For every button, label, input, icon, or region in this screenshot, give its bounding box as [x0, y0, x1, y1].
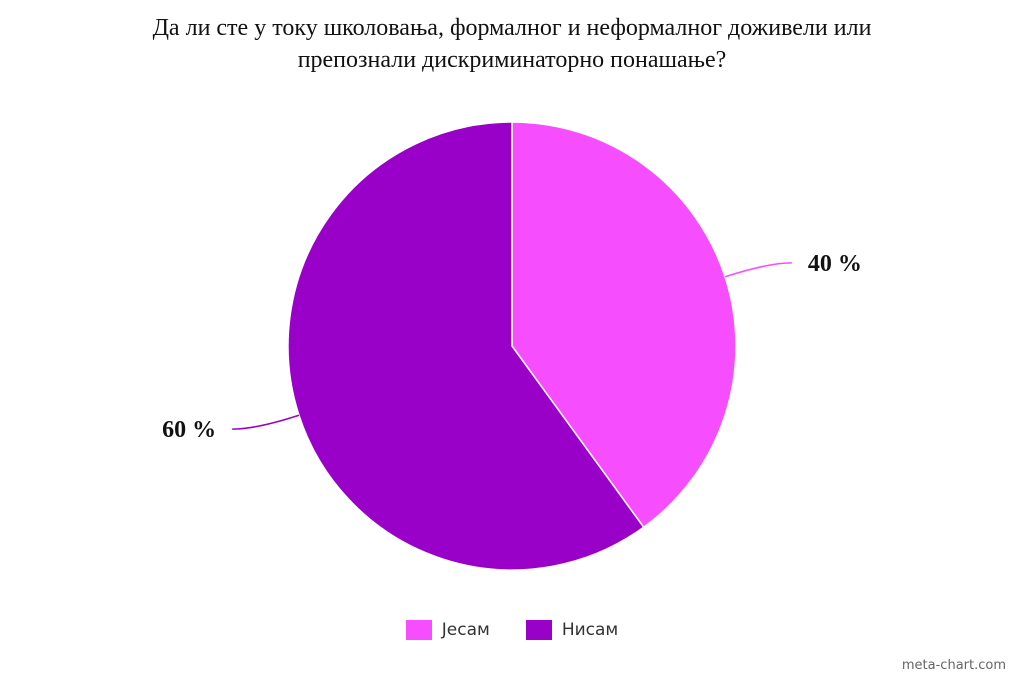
leader-line-nisam — [232, 414, 300, 430]
legend-item-nisam[interactable]: Нисам — [525, 620, 619, 640]
chart-title-line-2: препознали дискриминаторно понашање? — [297, 47, 727, 73]
leader-line-jesam — [724, 262, 792, 278]
slice-label-nisam: 60 % — [162, 417, 216, 443]
legend-item-jesam[interactable]: Јесам — [405, 620, 490, 640]
legend: Јесам Нисам — [0, 620, 1024, 640]
legend-swatch-jesam — [405, 620, 432, 640]
legend-label-nisam: Нисам — [561, 620, 619, 640]
chart-title-line-1: Да ли сте у току школовања, формалног и … — [152, 15, 872, 41]
legend-swatch-nisam — [525, 620, 552, 640]
legend-label-jesam: Јесам — [441, 620, 490, 640]
watermark: meta-chart.com — [901, 658, 1006, 673]
slice-label-jesam: 40 % — [808, 251, 862, 277]
pie-slice-nisam[interactable] — [287, 121, 645, 571]
chart-title: Да ли сте у току школовања, формалног и … — [40, 12, 984, 76]
